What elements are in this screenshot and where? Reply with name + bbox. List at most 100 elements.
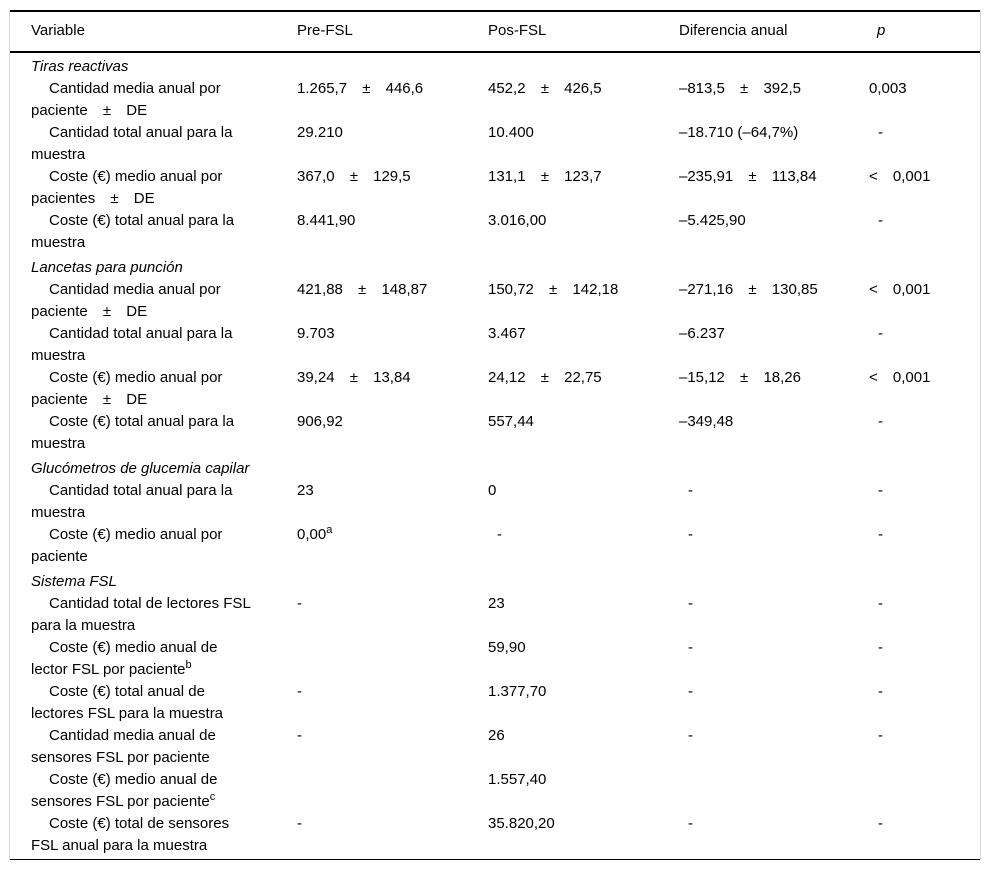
p-cell: -	[878, 683, 883, 700]
p-cell: -	[878, 124, 883, 141]
row-label-line: Cantidad total anual para la	[49, 325, 233, 342]
pre-fsl-cell: 0,00a	[297, 524, 333, 544]
row-label-line: Coste (€) medio anual por	[49, 168, 223, 185]
row-label-line: para la muestra	[31, 617, 136, 634]
row-label-line: muestra	[31, 146, 86, 163]
diferencia-cell: –6.237	[679, 325, 725, 342]
pos-fsl-cell: 24,12 ± 22,75	[488, 369, 602, 386]
diferencia-cell: –235,91 ± 113,84	[679, 168, 817, 185]
table-row: Coste (€) total anual para la muestra 8.44…	[10, 210, 980, 254]
pos-fsl-cell: 10.400	[488, 124, 534, 141]
row-label: Coste (€) total de sensores FSL anual par…	[31, 813, 297, 857]
diferencia-cell	[679, 769, 869, 813]
p-cell: -	[878, 526, 883, 543]
row-label: Coste (€) medio anual de sensores FSL por…	[31, 769, 297, 813]
row-label: Cantidad total de lectores FSL para la mu…	[31, 593, 297, 637]
row-label: Cantidad media anual de sensores FSL por …	[31, 725, 297, 769]
p-cell: -	[878, 413, 883, 430]
pre-fsl-cell	[297, 769, 488, 813]
row-label: Coste (€) total anual de lectores FSL par…	[31, 681, 297, 725]
col-header-variable: Variable	[31, 22, 85, 39]
row-label-line: sensores FSL por pacientec	[31, 791, 216, 811]
pre-fsl-cell: 39,24 ± 13,84	[297, 369, 411, 386]
diferencia-cell: -	[688, 639, 693, 656]
pos-fsl-cell: 150,72 ± 142,18	[488, 281, 619, 298]
pre-fsl-cell: -	[297, 683, 302, 700]
diferencia-cell: –15,12 ± 18,26	[679, 369, 801, 386]
pos-fsl-cell: 35.820,20	[488, 815, 555, 832]
table-row: Coste (€) total anual para la muestra 906,…	[10, 411, 980, 455]
row-label: Coste (€) medio anual de lector FSL por p…	[31, 637, 297, 681]
table-row: Cantidad total anual para la muestra 9.703…	[10, 323, 980, 367]
diferencia-cell: –18.710 (–64,7%)	[679, 124, 799, 141]
pos-fsl-cell: 557,44	[488, 413, 534, 430]
pos-fsl-cell: 1.377,70	[488, 683, 547, 700]
table-row: Cantidad total de lectores FSL para la mu…	[10, 593, 980, 637]
row-label: Coste (€) total anual para la muestra	[31, 411, 297, 455]
diferencia-cell: –5.425,90	[679, 212, 746, 229]
p-cell: -	[878, 212, 883, 229]
diferencia-cell: –349,48	[679, 413, 734, 430]
table-row: Cantidad media anual por paciente ± DE 421…	[10, 279, 980, 323]
diferencia-cell: -	[688, 815, 693, 832]
diferencia-cell: -	[688, 482, 693, 499]
row-label: Coste (€) medio anual por paciente ± DE	[31, 367, 297, 411]
table-row: Cantidad total anual para la muestra 29.21…	[10, 122, 980, 166]
pre-fsl-cell: -	[297, 595, 302, 612]
row-label: Cantidad total anual para la muestra	[31, 480, 297, 524]
p-cell: -	[878, 727, 883, 744]
pos-fsl-cell: 3.016,00	[488, 212, 547, 229]
row-label-line: Coste (€) medio anual de	[49, 639, 218, 656]
pre-fsl-cell: 9.703	[297, 325, 335, 342]
pre-fsl-cell: -	[297, 727, 302, 744]
section-title: Sistema FSL	[31, 573, 117, 590]
pos-fsl-cell: 1.557,40	[488, 771, 547, 788]
row-label-line: paciente	[31, 548, 88, 565]
pre-fsl-cell: 23	[297, 482, 314, 499]
pre-fsl-cell: 906,92	[297, 413, 343, 430]
diferencia-cell: -	[688, 526, 693, 543]
section-title: Glucómetros de glucemia capilar	[31, 460, 250, 477]
row-label-line: Cantidad media anual por	[49, 281, 221, 298]
pre-fsl-cell	[297, 637, 488, 681]
row-label-line: pacientes ± DE	[31, 190, 155, 207]
col-header-diferencia-anual: Diferencia anual	[679, 22, 788, 39]
table-row: Coste (€) total de sensores FSL anual par…	[10, 813, 980, 857]
row-label: Coste (€) total anual para la muestra	[31, 210, 297, 254]
table-row: Coste (€) medio anual por pacientes ± DE 3…	[10, 166, 980, 210]
diferencia-cell: -	[688, 727, 693, 744]
pos-fsl-cell: -	[497, 526, 502, 543]
row-label: Coste (€) medio anual por paciente	[31, 524, 297, 568]
row-label-line: paciente ± DE	[31, 391, 148, 408]
row-label-line: Coste (€) total anual para la	[49, 413, 235, 430]
row-label-line: paciente ± DE	[31, 303, 148, 320]
diferencia-cell: –271,16 ± 130,85	[679, 281, 818, 298]
p-cell: -	[878, 482, 883, 499]
row-label-line: Coste (€) total anual para la	[49, 212, 235, 229]
section-title: Lancetas para punción	[31, 259, 183, 276]
table-row: Coste (€) medio anual por paciente 0,00a - -…	[10, 524, 980, 568]
row-label-line: Cantidad total anual para la	[49, 482, 233, 499]
costs-comparison-table: Variable Pre-FSL Pos-FSL Diferencia anua…	[9, 10, 981, 860]
table-row: Cantidad media anual de sensores FSL por …	[10, 725, 980, 769]
p-cell: -	[878, 639, 883, 656]
pos-fsl-cell: 131,1 ± 123,7	[488, 168, 602, 185]
row-label-line: muestra	[31, 504, 86, 521]
table-row: Coste (€) medio anual de lector FSL por p…	[10, 637, 980, 681]
pos-fsl-cell: 26	[488, 727, 505, 744]
row-label-line: Cantidad total anual para la	[49, 124, 233, 141]
row-label-line: Cantidad total de lectores FSL	[49, 595, 251, 612]
row-label-line: Coste (€) medio anual por	[49, 369, 223, 386]
p-cell: < 0,001	[869, 369, 931, 386]
diferencia-cell: -	[688, 683, 693, 700]
p-cell: -	[878, 815, 883, 832]
pos-fsl-cell: 59,90	[488, 639, 526, 656]
col-header-pre-fsl: Pre-FSL	[297, 22, 353, 39]
table-row: Coste (€) medio anual por paciente ± DE 39…	[10, 367, 980, 411]
col-header-p: p	[877, 22, 886, 39]
p-cell: -	[878, 595, 883, 612]
row-label-line: Coste (€) medio anual de	[49, 771, 218, 788]
superscript-note: c	[209, 791, 216, 803]
p-cell: < 0,001	[869, 168, 931, 185]
row-label-line: Coste (€) medio anual por	[49, 526, 223, 543]
